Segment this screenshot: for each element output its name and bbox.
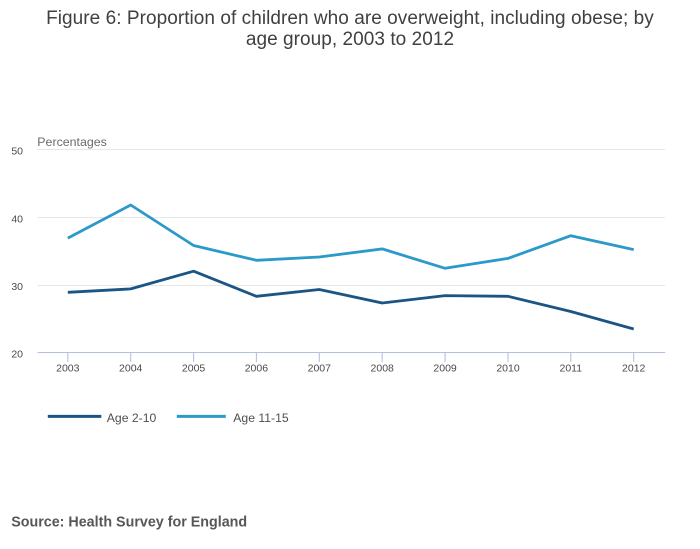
svg-text:Percentages: Percentages [37,135,107,149]
svg-text:2010: 2010 [496,363,520,375]
svg-text:2004: 2004 [119,363,143,375]
svg-text:2012: 2012 [622,363,646,375]
svg-text:2011: 2011 [560,363,583,375]
svg-text:Age 11-15: Age 11-15 [233,411,289,425]
svg-text:2003: 2003 [56,363,80,375]
svg-text:2009: 2009 [433,363,457,375]
svg-text:40: 40 [11,213,23,225]
svg-text:2005: 2005 [182,363,206,375]
svg-text:50: 50 [11,146,23,158]
svg-text:2006: 2006 [245,363,269,375]
svg-text:Age 2-10: Age 2-10 [107,411,157,425]
svg-text:2007: 2007 [308,363,332,375]
svg-text:2008: 2008 [371,363,395,375]
svg-text:20: 20 [11,349,23,361]
svg-text:30: 30 [11,281,23,293]
svg-text:Source: Health Survey for Engl: Source: Health Survey for England [11,514,247,530]
